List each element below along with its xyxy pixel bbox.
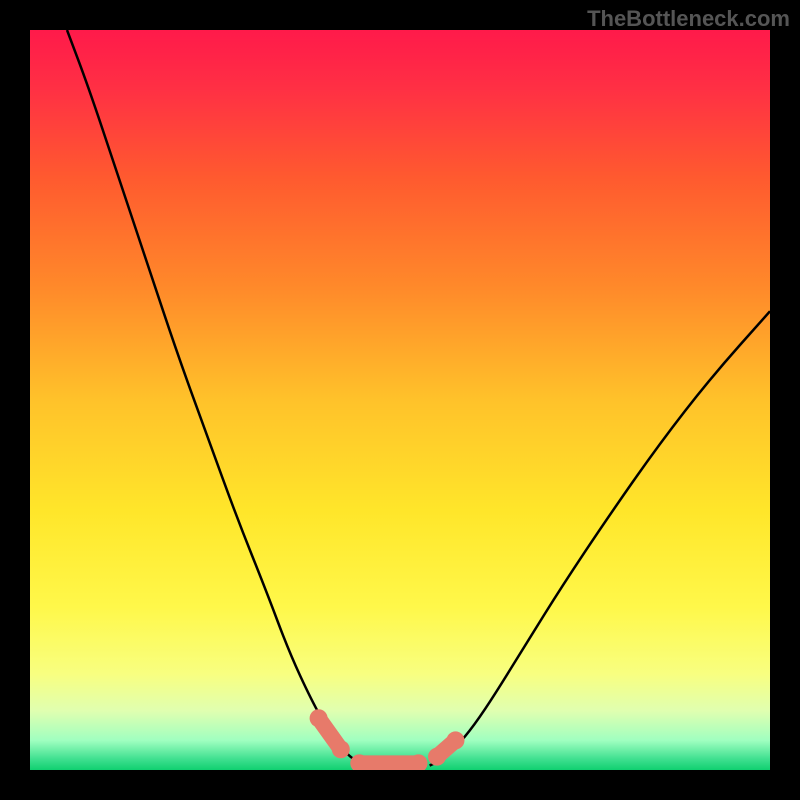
sausage-segment-1 <box>350 754 427 770</box>
gradient-background <box>30 30 770 770</box>
chart-container: TheBottleneck.com <box>0 0 800 800</box>
watermark-text: TheBottleneck.com <box>587 6 790 32</box>
plot-area <box>30 30 770 770</box>
plot-svg <box>30 30 770 770</box>
